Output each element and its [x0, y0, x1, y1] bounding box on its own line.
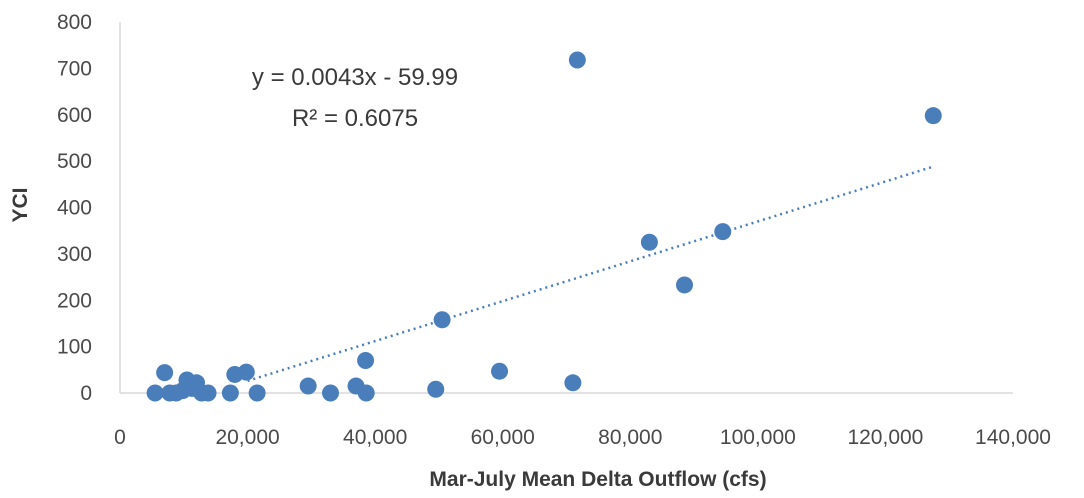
y-tick-label: 300 [57, 243, 92, 266]
x-tick-label: 80,000 [598, 426, 662, 449]
data-point [299, 377, 317, 395]
data-point [491, 362, 509, 380]
x-tick-label: 100,000 [720, 426, 796, 449]
data-point [676, 276, 694, 294]
y-tick-label: 500 [57, 150, 92, 173]
y-tick-label: 400 [57, 197, 92, 220]
data-point [221, 384, 239, 402]
data-point [714, 223, 732, 241]
y-tick-label: 200 [57, 289, 92, 312]
data-points [146, 51, 942, 402]
trendline-equation: y = 0.0043x - 59.99 [252, 64, 458, 91]
x-axis-title: Mar-July Mean Delta Outflow (cfs) [429, 468, 766, 491]
data-point [640, 233, 658, 251]
data-point [156, 364, 174, 382]
data-point [357, 352, 375, 370]
data-point [924, 107, 942, 125]
x-tick-label: 0 [114, 426, 126, 449]
trendline [247, 165, 934, 383]
data-point [146, 384, 164, 402]
x-tick-label: 140,000 [975, 426, 1051, 449]
data-point [199, 384, 217, 402]
y-tick-label: 600 [57, 104, 92, 127]
x-tick-label: 60,000 [471, 426, 535, 449]
data-point [237, 363, 255, 381]
y-tick-label: 0 [80, 382, 92, 405]
x-tick-label: 40,000 [343, 426, 407, 449]
data-point [427, 380, 445, 398]
y-axis-title: YCI [9, 187, 32, 222]
data-point [248, 384, 266, 402]
data-point [433, 311, 451, 329]
trendline-r-squared: R² = 0.6075 [292, 105, 418, 132]
data-point [321, 384, 339, 402]
data-point [568, 51, 586, 69]
x-tick-label: 20,000 [215, 426, 279, 449]
x-tick-label: 120,000 [847, 426, 923, 449]
axes [119, 22, 1013, 394]
y-tick-label: 700 [57, 57, 92, 80]
y-tick-label: 800 [57, 11, 92, 34]
data-point [564, 374, 582, 392]
x-tick-labels: 0 20,000 40,000 60,000 80,000 100,000 120,000 1… [114, 426, 1051, 449]
data-point [357, 384, 375, 402]
y-tick-labels: 0 100 200 300 400 500 600 700 800 [57, 11, 92, 405]
y-tick-label: 100 [57, 336, 92, 359]
